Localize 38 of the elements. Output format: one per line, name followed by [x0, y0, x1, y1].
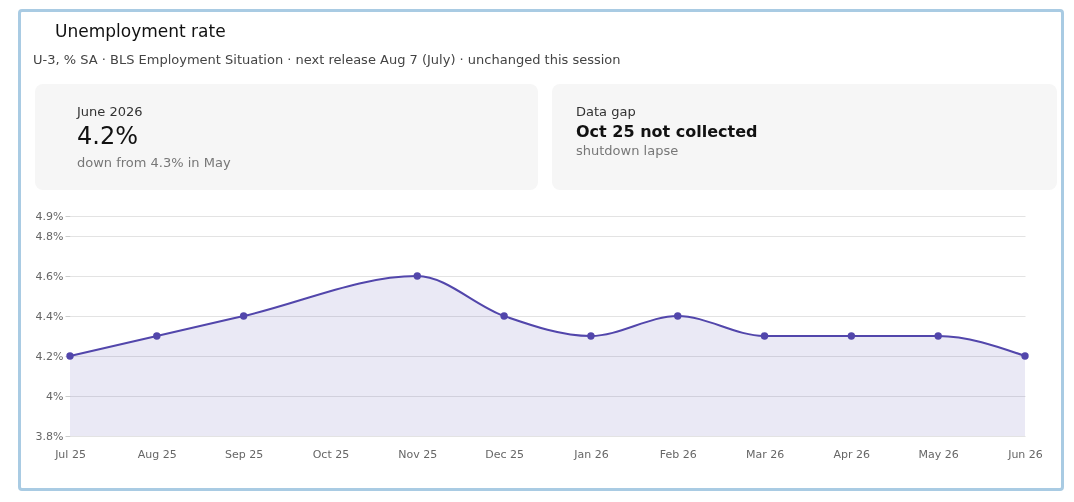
- text: shutdown lapse: [576, 143, 679, 158]
- x-tick-label: May 26: [918, 447, 959, 461]
- y-tick-label: 4%: [46, 389, 64, 403]
- y-tick-label: 4.4%: [35, 309, 64, 323]
- y-tick-label: 4.2%: [35, 349, 64, 363]
- x-tick-label: Jul 25: [54, 447, 86, 461]
- x-tick-label: Jun 26: [1007, 447, 1043, 461]
- point: [413, 272, 421, 280]
- y-tick-label: 4.9%: [35, 209, 64, 223]
- text: down from 4.3% in May: [77, 155, 231, 170]
- point: [587, 332, 595, 340]
- text: June 2026: [77, 104, 143, 119]
- point: [674, 312, 682, 320]
- point: [1021, 352, 1029, 360]
- text: Data gap: [576, 104, 636, 119]
- x-tick-label: Aug 25: [137, 447, 177, 461]
- point: [760, 332, 769, 340]
- y-tick-label: 3.8%: [35, 429, 64, 443]
- x-tick-label: Jan 26: [573, 447, 609, 461]
- chart-title: Unemployment rate: [55, 21, 226, 41]
- chart-subtitle: U-3, % SA · BLS Employment Situation · next release Aug 7 (July) · unchanged this session: [33, 52, 621, 67]
- x-tick-label: Nov 25: [398, 447, 438, 461]
- point: [239, 312, 248, 320]
- text: 4.2%: [77, 122, 138, 150]
- point: [153, 332, 161, 340]
- point: [847, 332, 856, 340]
- point: [934, 332, 942, 340]
- x-tick-label: Dec 25: [485, 447, 524, 461]
- text: Oct 25 not collected: [576, 122, 758, 141]
- x-tick-label: Sep 25: [225, 447, 264, 461]
- x-tick-label: Mar 26: [745, 447, 785, 461]
- y-tick-label: 4.6%: [35, 269, 64, 283]
- point: [500, 312, 508, 320]
- x-tick-label: Apr 26: [833, 447, 871, 461]
- point: [66, 352, 74, 360]
- y-tick-label: 4.8%: [35, 229, 64, 243]
- x-tick-label: Feb 26: [659, 447, 697, 461]
- x-tick-label: Oct 25: [312, 447, 350, 461]
